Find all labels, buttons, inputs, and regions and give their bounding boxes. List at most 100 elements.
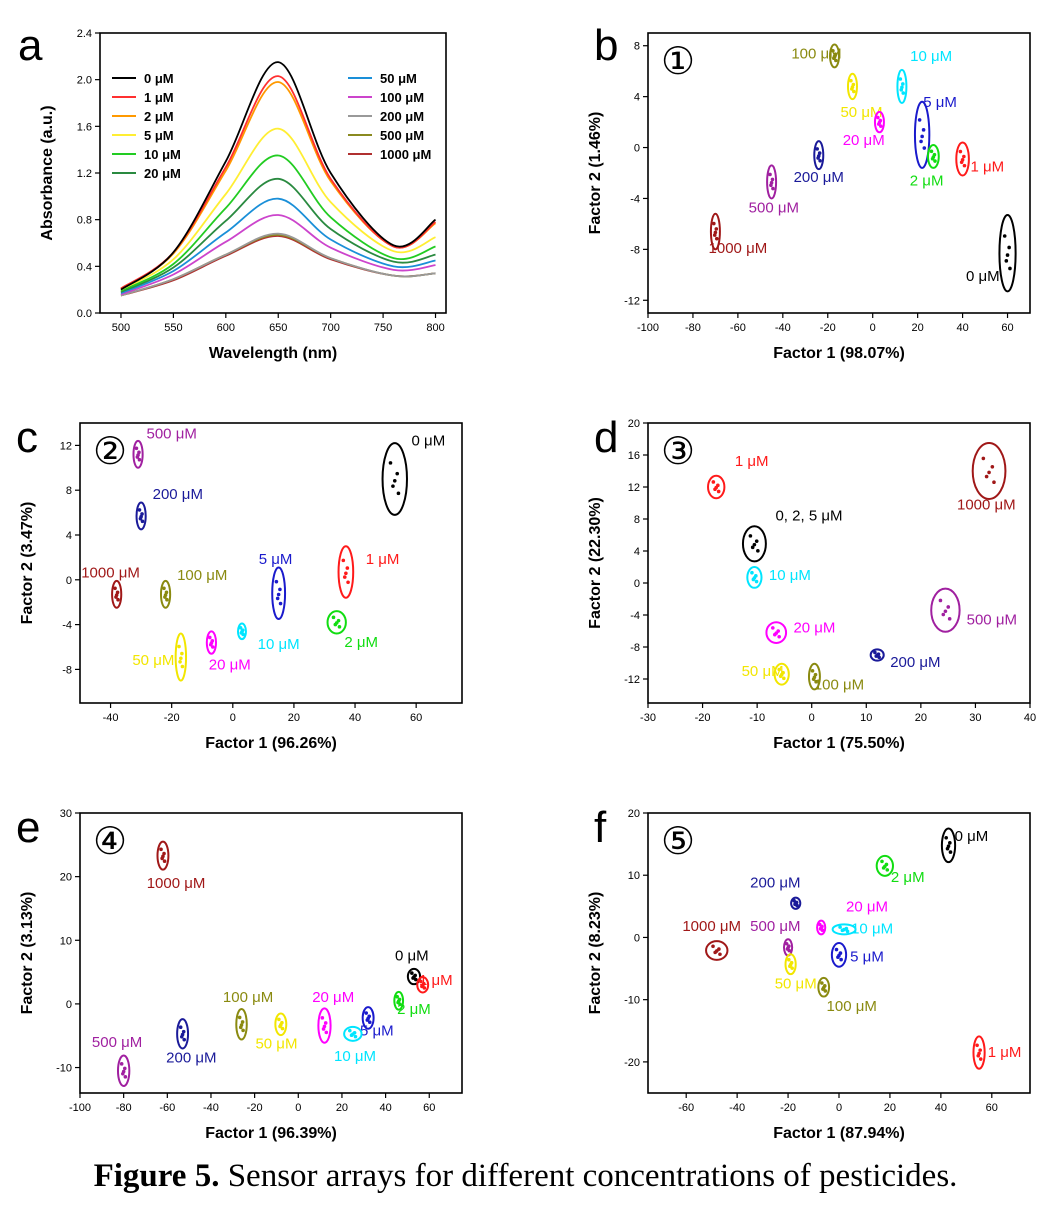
- x-tick-label: 20: [288, 712, 300, 724]
- cluster-point: [948, 850, 953, 854]
- y-tick-label: 10: [628, 870, 640, 882]
- cluster-point: [820, 981, 824, 985]
- cluster-ellipse: [317, 1007, 332, 1044]
- panel-badge: ①: [661, 39, 695, 83]
- cluster-ellipse: [930, 587, 961, 633]
- panel-a: a 500 550 600 650 700 750 800 0.0 0.4 0.8 1.2 1.6 2.0…: [18, 21, 447, 362]
- cluster-label: 200 μM: [166, 1049, 216, 1066]
- x-tick-label: -80: [685, 322, 701, 334]
- cluster-point: [279, 1023, 283, 1027]
- cluster-ellipse: [873, 110, 885, 134]
- cluster-point: [771, 186, 775, 191]
- cluster-ellipse: [971, 442, 1007, 500]
- cluster-label: 200 μM: [153, 486, 203, 503]
- y-axis-title: Factor 2 (1.46%): [587, 112, 604, 235]
- cluster-point: [422, 986, 427, 990]
- cluster-point: [331, 615, 336, 620]
- cluster-point: [837, 953, 841, 958]
- x-tick-label: -40: [729, 1102, 745, 1114]
- y-tick-label: -8: [630, 642, 640, 654]
- cluster-point: [239, 1023, 244, 1027]
- cluster-label: 5 μM: [360, 1023, 394, 1040]
- cluster-point: [334, 621, 339, 625]
- cluster-point: [121, 1069, 126, 1074]
- x-tick-label: 40: [935, 1102, 947, 1114]
- legend-label: 5 μM: [144, 128, 174, 143]
- cluster-point: [756, 549, 760, 553]
- x-tick-label: 20: [912, 322, 924, 334]
- cluster-point: [850, 85, 855, 89]
- cluster-ellipse: [831, 923, 857, 936]
- x-tick-label: -100: [69, 1102, 91, 1114]
- y-tick-label: -12: [624, 295, 640, 307]
- cluster-point: [136, 453, 140, 457]
- y-tick-label: -4: [62, 620, 72, 632]
- cluster-point: [177, 644, 181, 649]
- y-tick-label: 0.0: [77, 308, 92, 320]
- y-tick-label: -8: [62, 664, 72, 676]
- x-tick-label: -60: [678, 1102, 694, 1114]
- cluster-point: [140, 519, 145, 524]
- cluster-point: [790, 966, 794, 970]
- cluster-ellipse: [790, 896, 802, 910]
- cluster-point: [139, 514, 143, 519]
- cluster-point: [1002, 234, 1007, 238]
- cluster-ellipse: [381, 442, 408, 516]
- cluster-label: 500 μM: [147, 426, 197, 443]
- plot-frame: [647, 422, 1031, 704]
- y-tick-label: 8: [66, 485, 72, 497]
- cluster-point: [718, 952, 722, 957]
- cluster-ellipse: [896, 68, 908, 104]
- x-tick-label: 0: [295, 1102, 301, 1114]
- legend-label: 2 μM: [144, 109, 174, 124]
- x-axis-title: Factor 1 (96.39%): [205, 1125, 337, 1142]
- cluster-point: [180, 664, 185, 669]
- cluster-label: 1000 μM: [81, 565, 140, 582]
- cluster-point: [162, 859, 167, 864]
- cluster-point: [748, 534, 753, 538]
- cluster-ellipse: [913, 100, 931, 169]
- cluster-point: [410, 971, 414, 975]
- x-tick-label: 700: [321, 322, 339, 334]
- cluster-point: [962, 154, 966, 159]
- cluster-point: [392, 478, 397, 483]
- cluster-point: [237, 1015, 242, 1020]
- cluster-point: [208, 635, 212, 640]
- cluster-point: [420, 983, 425, 987]
- x-tick-label: 0: [870, 322, 876, 334]
- cluster-label: 20 μM: [209, 656, 251, 673]
- cluster-label: 50 μM: [840, 104, 882, 121]
- cluster-point: [958, 149, 963, 154]
- x-axis-title: Wavelength (nm): [209, 345, 337, 362]
- caption-label: Figure 5.: [93, 1158, 220, 1194]
- cluster-ellipse: [416, 976, 430, 994]
- cluster-point: [771, 626, 775, 630]
- cluster-point: [943, 609, 948, 614]
- cluster-ellipse: [205, 630, 217, 655]
- cluster-point: [819, 926, 823, 930]
- y-axis-title: Factor 2 (3.13%): [19, 892, 36, 1015]
- cluster-ellipse: [926, 144, 940, 169]
- y-axis-title: Factor 2 (22.30%): [587, 497, 604, 629]
- cluster-point: [113, 586, 117, 591]
- y-tick-label: 0: [634, 578, 640, 590]
- cluster-point: [161, 854, 165, 859]
- y-tick-label: 20: [60, 872, 72, 884]
- cluster-point: [396, 491, 401, 496]
- x-tick-label: -40: [103, 712, 119, 724]
- cluster-point: [898, 77, 903, 81]
- x-tick-label: -40: [203, 1102, 219, 1114]
- cluster-ellipse: [773, 662, 790, 686]
- cluster-point: [947, 617, 952, 621]
- cluster-point: [779, 672, 784, 677]
- cluster-point: [978, 1048, 982, 1052]
- cluster-point: [901, 82, 905, 86]
- cluster-point: [815, 147, 820, 151]
- y-tick-label: 8: [634, 514, 640, 526]
- cluster-label: 500 μM: [92, 1034, 142, 1051]
- cluster-point: [977, 1051, 981, 1056]
- legend-label: 500 μM: [380, 128, 424, 143]
- cluster-point: [922, 146, 927, 150]
- cluster-label: 5 μM: [923, 94, 957, 111]
- cluster-point: [324, 1030, 329, 1035]
